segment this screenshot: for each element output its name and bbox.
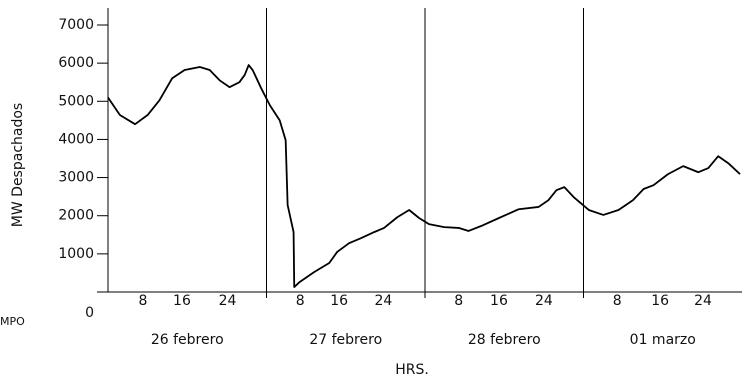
x-tick-label: 24 [535, 293, 553, 309]
day-label: 01 marzo [630, 332, 696, 348]
day-label: 27 febrero [309, 332, 382, 348]
x-tick-label: 24 [219, 293, 237, 309]
y-axis-label: MW Despachados [10, 103, 26, 227]
day-label: 28 febrero [468, 332, 541, 348]
y-tick-label: 6000 [58, 55, 94, 71]
x-tick-label: 8 [139, 293, 148, 309]
x-tick-label: 8 [613, 293, 622, 309]
x-tick-label: 24 [374, 293, 392, 309]
y-tick-label: 2000 [58, 208, 94, 224]
y-tick-label: 3000 [58, 170, 94, 186]
y-tick-label: 0 [85, 305, 94, 321]
day-label: 26 febrero [151, 332, 224, 348]
x-tick-label: 8 [454, 293, 463, 309]
x-tick-label: 16 [173, 293, 191, 309]
x-tick-label: 24 [694, 293, 712, 309]
y-tick-label: 4000 [58, 131, 94, 147]
y-tick-label: 7000 [58, 17, 94, 33]
x-tick-label: 16 [330, 293, 348, 309]
x-tick-label: 16 [651, 293, 669, 309]
x-axis-label: HRS. [395, 362, 429, 378]
line [107, 64, 741, 288]
y-tick-label: 5000 [58, 93, 94, 109]
x-tick-label: 16 [490, 293, 508, 309]
x-tick-label: 8 [296, 293, 305, 309]
y-tick-label: 1000 [58, 246, 94, 262]
side-label: MPO [0, 315, 25, 328]
